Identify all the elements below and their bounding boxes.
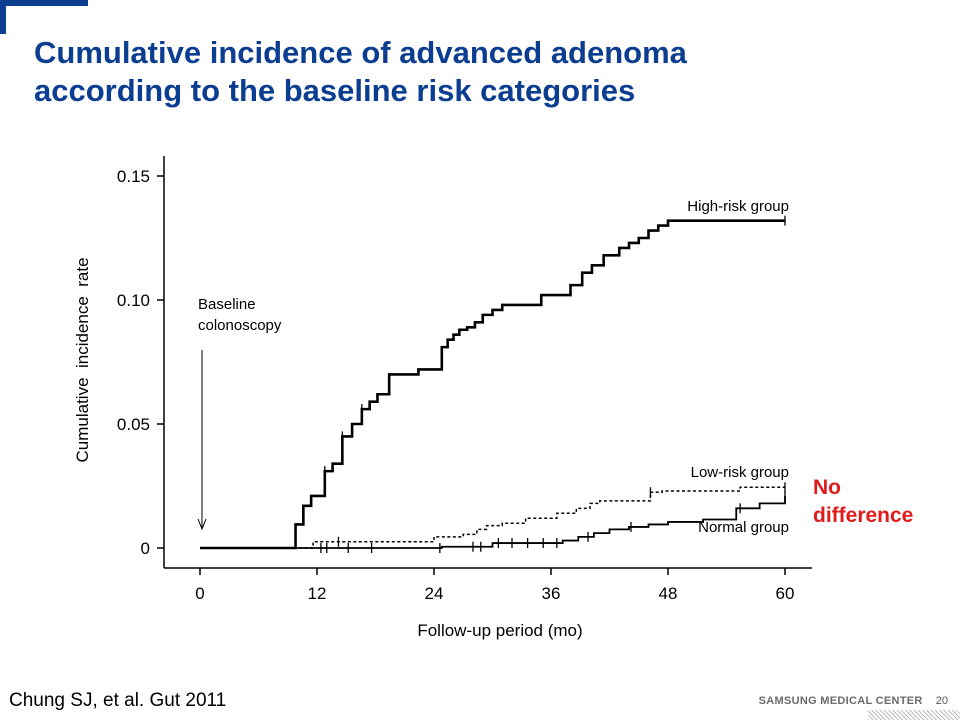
series-line-2 (200, 495, 786, 549)
x-tick-label: 48 (659, 584, 678, 603)
series-layer (200, 215, 786, 553)
y-tick-label: 0 (141, 539, 150, 558)
y-axis-label: Cumulative incidence rate (73, 257, 92, 462)
slide-title: Cumulative incidence of advanced adenoma… (34, 34, 934, 110)
x-tick-label: 24 (425, 584, 444, 603)
annotation-line-2: colonoscopy (198, 317, 282, 334)
baseline-annotation: Baseline colonoscopy (197, 296, 282, 531)
no-difference-note: No difference (813, 474, 953, 530)
note-line-2: difference (813, 504, 914, 527)
y-tick-label: 0.05 (117, 415, 150, 434)
series-label-normal: Normal group (698, 519, 789, 536)
x-tick-label: 0 (195, 584, 204, 603)
footer-hatch-decoration (868, 710, 960, 720)
footer: SAMSUNG MEDICAL CENTER 20 (759, 695, 948, 707)
y-ticks: 0 0.05 0.10 0.15 (117, 167, 164, 558)
y-tick-label: 0.10 (117, 291, 150, 310)
footer-organization: SAMSUNG MEDICAL CENTER (758, 695, 923, 707)
series-label-high-risk: High-risk group (687, 198, 789, 215)
chart-axes (163, 156, 812, 569)
corner-accent-bar (0, 0, 88, 6)
x-axis-label: Follow-up period (mo) (417, 621, 582, 640)
series-line-0 (200, 219, 785, 550)
page-number: 20 (935, 695, 948, 707)
citation: Chung SJ, et al. Gut 2011 (9, 690, 227, 711)
x-tick-label: 12 (308, 584, 327, 603)
x-tick-label: 60 (776, 584, 795, 603)
baseline-arrowhead (197, 518, 207, 531)
title-line-2: according to the baseline risk categorie… (34, 73, 636, 108)
series-label-low-risk: Low-risk group (691, 464, 789, 481)
note-line-1: No (813, 476, 841, 499)
x-ticks: 0 12 24 36 48 60 (195, 568, 794, 603)
cumulative-incidence-chart: 0 12 24 36 48 60 0 0.05 0.10 0.15 Follow-up peri… (73, 156, 812, 640)
corner-accent-bar-vertical (0, 0, 6, 34)
series-labels: High-risk group Low-risk group Normal gr… (687, 198, 789, 536)
annotation-line-1: Baseline (198, 296, 256, 313)
y-tick-label: 0.15 (117, 167, 150, 186)
series-line-1 (200, 486, 785, 549)
x-tick-label: 36 (542, 584, 561, 603)
title-line-1: Cumulative incidence of advanced adenoma (34, 35, 687, 70)
